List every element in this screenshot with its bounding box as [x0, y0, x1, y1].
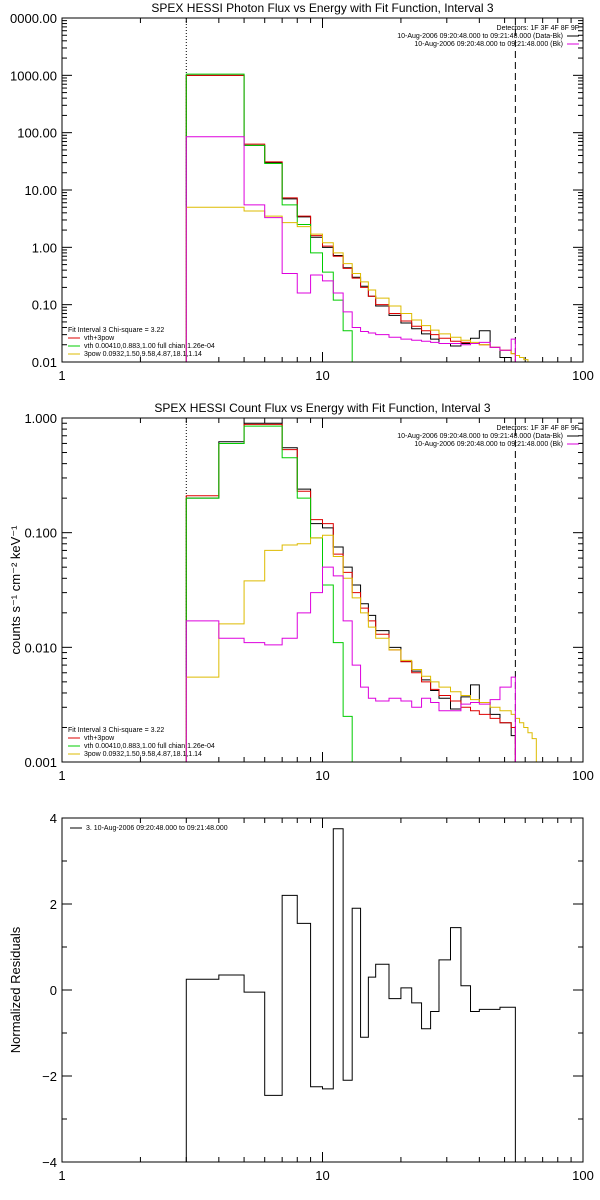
chart-panel-1: SPEX HESSI Photon Flux vs Energy with Fi… — [10, 1, 594, 383]
y-axis-label: Normalized Residuals — [8, 926, 23, 1053]
chart-title: SPEX HESSI Photon Flux vs Energy with Fi… — [151, 1, 493, 15]
chart-title: SPEX HESSI Count Flux vs Energy with Fit… — [154, 401, 490, 415]
series-line-4 — [185, 206, 533, 362]
legend-entry: Fit Interval 3 Chi-square = 3.22 — [68, 327, 164, 334]
series-line-1 — [185, 828, 516, 1162]
y-tick-label: 0.010 — [24, 640, 57, 655]
y-tick-label: −2 — [42, 1069, 57, 1084]
legend-entry: 3pow 0.0932,1.50,9.58,4.87,18.1,1.14 — [84, 751, 202, 758]
x-tick-label: 100 — [572, 1168, 594, 1183]
chart-panel-2: SPEX HESSI Count Flux vs Energy with Fit… — [8, 401, 594, 783]
legend-entry: vth+3pow — [84, 735, 115, 742]
x-tick-label: 100 — [572, 368, 594, 383]
plot-frame — [61, 17, 584, 363]
y-tick-label: 100.00 — [17, 126, 57, 141]
legend-entry: 10-Aug-2006 09:20:48.000 to 09:21:48.000… — [414, 441, 563, 448]
y-tick-label: 0.10 — [32, 298, 57, 313]
series-line-2 — [185, 423, 516, 762]
y-tick-label: 0 — [50, 983, 57, 998]
legend-entry: vth 0.00410,0.883,1.00 full chian 1.26e-… — [84, 343, 215, 350]
series-line-5 — [185, 136, 516, 362]
y-tick-label: 2 — [50, 897, 57, 912]
axis-ticks — [61, 418, 583, 763]
series-line-5 — [185, 566, 516, 762]
plot-frame — [61, 817, 584, 1163]
y-tick-label: 1.000 — [24, 411, 57, 426]
legend-entry: Fit Interval 3 Chi-square = 3.22 — [68, 727, 164, 734]
plot-area — [185, 418, 537, 762]
x-tick-label: 1 — [58, 368, 65, 383]
plot-frame — [61, 417, 584, 763]
legend-entry: 3. 10-Aug-2006 09:20:48.000 to 09:21:48.… — [86, 825, 228, 832]
y-tick-label: 0.001 — [24, 755, 57, 770]
y-tick-label: 0000.00 — [10, 11, 57, 26]
y-axis-label: counts s⁻¹ cm⁻² keV⁻¹ — [8, 525, 23, 655]
x-tick-label: 100 — [572, 768, 594, 783]
y-tick-label: −4 — [42, 1155, 57, 1170]
y-tick-label: 10.00 — [24, 183, 57, 198]
x-tick-label: 10 — [315, 368, 329, 383]
series-line-1 — [185, 422, 516, 762]
x-tick-label: 1 — [58, 1168, 65, 1183]
legend-entry: 10-Aug-2006 09:20:48.000 to 09:21:48.000… — [397, 33, 563, 40]
y-tick-label: 1.00 — [32, 240, 57, 255]
y-tick-label: 0.01 — [32, 355, 57, 370]
x-tick-label: 10 — [315, 768, 329, 783]
x-tick-label: 10 — [315, 1168, 329, 1183]
axis-ticks — [61, 817, 583, 1163]
plot-area — [185, 18, 533, 362]
y-tick-label: 1000.00 — [10, 68, 57, 83]
legend-entry: vth+3pow — [84, 335, 115, 342]
series-line-3 — [185, 425, 353, 762]
series-line-3 — [185, 73, 353, 362]
y-tick-label: 0.100 — [24, 526, 57, 541]
legend-entry: Detectors: 1F 3F 4F 8F 9F — [497, 25, 579, 32]
legend-entry: 10-Aug-2006 09:20:48.000 to 09:21:48.000… — [397, 433, 563, 440]
legend-entry: vth 0.00410,0.883,1.00 full chian 1.26e-… — [84, 743, 215, 750]
series-line-2 — [185, 74, 516, 362]
y-tick-label: 4 — [50, 811, 57, 826]
legend-entry: 3pow 0.0932,1.50,9.58,4.87,18.1,1.14 — [84, 351, 202, 358]
plot-area — [185, 828, 516, 1162]
legend-entry: Detectors: 1F 3F 4F 8F 9F — [497, 425, 579, 432]
axis-ticks — [61, 18, 583, 363]
legend-entry: 10-Aug-2006 09:20:48.000 to 09:21:48.000… — [414, 41, 563, 48]
x-tick-label: 1 — [58, 768, 65, 783]
series-line-1 — [185, 74, 516, 362]
chart-panel-3: 1 10 100 −4 −2 0 2 4 Normalized Residuals 3. 10-A… — [8, 811, 594, 1183]
